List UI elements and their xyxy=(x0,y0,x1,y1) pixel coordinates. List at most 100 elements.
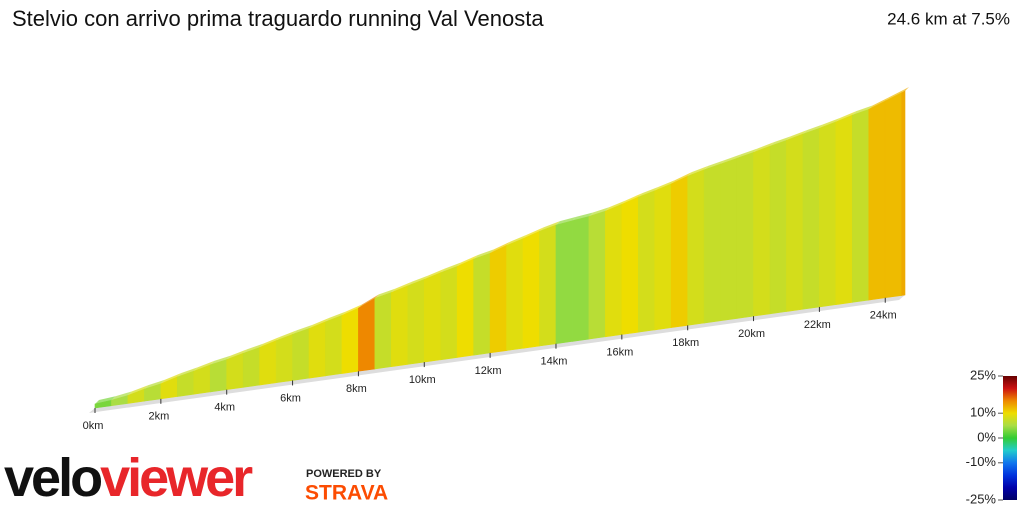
gradient-segment xyxy=(308,321,326,379)
gradient-segment xyxy=(786,133,804,312)
segment-top xyxy=(819,117,840,129)
segment-top xyxy=(885,88,906,102)
x-tick-label: 10km xyxy=(409,374,436,386)
segment-top xyxy=(391,281,412,293)
logo-viewer: viewer xyxy=(100,448,253,508)
segment-top xyxy=(259,336,281,348)
segment-top xyxy=(687,165,709,177)
segment-top xyxy=(325,311,346,322)
x-tick-label: 18km xyxy=(672,337,699,349)
segment-top xyxy=(786,130,807,141)
x-tick-label: 24km xyxy=(870,310,897,322)
gradient-segment xyxy=(753,145,771,317)
x-tick-label: 2km xyxy=(148,411,169,423)
gradient-segment xyxy=(259,340,277,386)
segment-top xyxy=(210,355,231,365)
gradient-segment xyxy=(555,220,573,345)
segment-top xyxy=(292,324,314,335)
segment-top xyxy=(868,97,890,110)
gradient-segment xyxy=(209,359,228,393)
logo-velo: velo xyxy=(4,448,101,508)
segment-top xyxy=(770,136,791,147)
segment-top xyxy=(374,288,396,299)
segment-top xyxy=(457,255,478,267)
gradient-segment xyxy=(868,100,886,301)
x-tick-label: 12km xyxy=(475,365,502,377)
x-tick-label: 14km xyxy=(541,356,568,368)
segment-top xyxy=(490,241,511,254)
gradient-segment xyxy=(242,347,260,388)
segment-top xyxy=(605,200,626,212)
segment-top xyxy=(440,262,462,273)
gradient-segment xyxy=(703,163,721,324)
segment-top xyxy=(193,360,215,372)
segment-top xyxy=(127,385,149,396)
segment-top xyxy=(737,148,758,159)
gradient-segment xyxy=(292,328,310,381)
segment-top xyxy=(243,343,264,354)
segment-top xyxy=(572,212,593,221)
segment-top xyxy=(638,186,659,198)
segment-top xyxy=(506,234,528,246)
powered-by: POWERED BY xyxy=(306,468,382,480)
gradient-segment xyxy=(852,108,870,303)
gradient-segment xyxy=(637,190,656,333)
x-tick-label: 4km xyxy=(214,402,235,414)
x-tick-label: 8km xyxy=(346,383,367,395)
gradient-segment xyxy=(670,175,688,328)
gradient-segment xyxy=(572,216,590,342)
segment-top xyxy=(407,275,429,286)
gradient-segment xyxy=(687,169,705,326)
segment-top xyxy=(852,105,873,116)
x-tick-label: 20km xyxy=(738,328,765,340)
strava-logo: STRAVA xyxy=(305,482,388,505)
segment-top xyxy=(341,304,363,316)
segment-top xyxy=(523,227,544,239)
gradient-segment xyxy=(884,92,903,299)
segment-top xyxy=(753,142,774,153)
segment-top xyxy=(671,172,692,184)
segment-top xyxy=(588,207,610,217)
gradient-segment xyxy=(358,297,376,372)
gradient-segment xyxy=(341,307,359,374)
gradient-segment xyxy=(769,139,787,315)
segment-top xyxy=(835,111,857,122)
gradient-segment xyxy=(489,245,507,354)
logo-veloviewer: veloviewer xyxy=(4,448,253,508)
segment-top xyxy=(704,160,725,170)
gradient-segment xyxy=(391,285,409,368)
gradient-segment xyxy=(522,230,540,349)
color-tick-label: 10% xyxy=(970,405,996,420)
x-tick-label: 22km xyxy=(804,319,831,331)
x-tick-label: 0km xyxy=(83,420,104,432)
segment-top xyxy=(111,391,132,401)
gradient-segment xyxy=(456,258,474,358)
segment-top xyxy=(160,373,182,384)
gradient-segment xyxy=(506,238,524,351)
gradient-segment xyxy=(440,265,458,361)
segment-top xyxy=(144,379,165,390)
color-tick-label: -25% xyxy=(966,491,997,506)
gradient-segment xyxy=(835,114,853,305)
segment-top xyxy=(901,87,909,93)
gradient-segment xyxy=(226,352,244,390)
color-tick-label: -10% xyxy=(966,454,997,469)
gradient-segment xyxy=(720,157,738,322)
gradient-segment xyxy=(588,210,606,340)
gradient-segment xyxy=(423,272,442,363)
color-tick-label: 25% xyxy=(970,367,996,382)
segment-top xyxy=(473,249,495,260)
x-tick-label: 6km xyxy=(280,392,301,404)
color-tick-label: 0% xyxy=(977,429,996,444)
segment-top xyxy=(177,367,198,378)
gradient-segment xyxy=(819,121,837,308)
gradient-segment xyxy=(407,279,425,365)
segment-top xyxy=(309,317,330,329)
gradient-segment xyxy=(736,152,754,319)
color-bar xyxy=(1003,376,1017,500)
segment-top xyxy=(226,349,248,360)
summary: 24.6 km at 7.5% xyxy=(887,9,1010,28)
gradient-segment xyxy=(275,333,293,384)
segment-top xyxy=(555,216,577,226)
segment-top xyxy=(358,294,379,309)
